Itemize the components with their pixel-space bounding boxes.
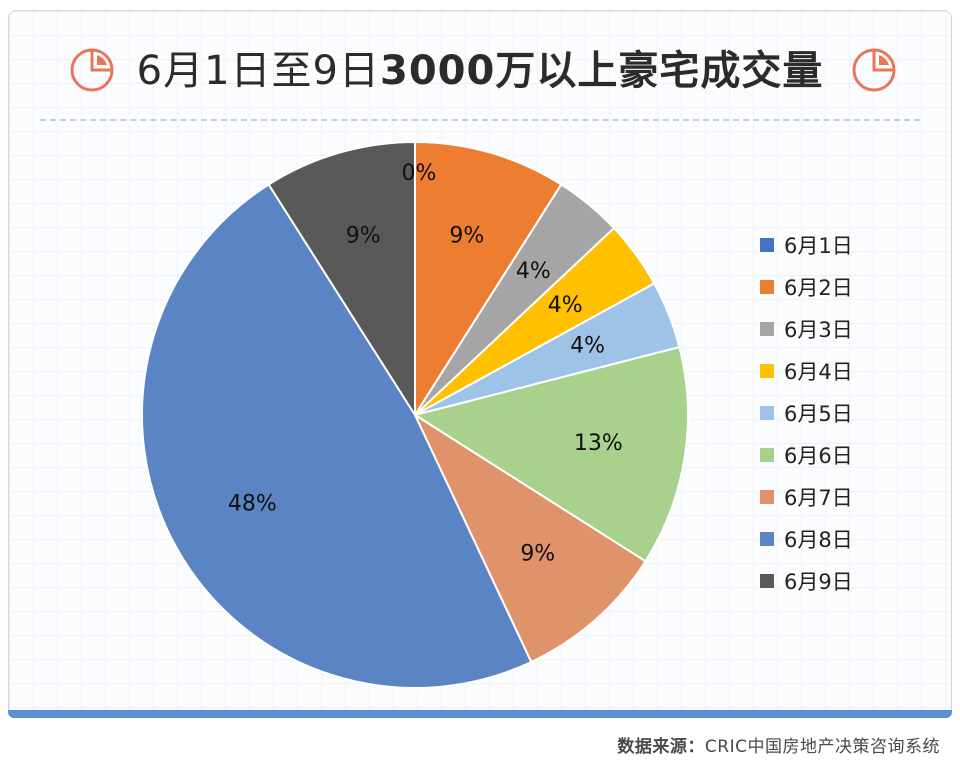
legend-swatch: [760, 532, 774, 546]
legend-item: 6月2日: [760, 266, 853, 308]
legend-swatch: [760, 406, 774, 420]
legend-item: 6月9日: [760, 560, 853, 602]
pie-label-1: 0%: [402, 161, 437, 186]
legend-item: 6月4日: [760, 350, 853, 392]
legend-label: 6月2日: [784, 276, 853, 300]
legend-label: 6月9日: [784, 570, 853, 594]
legend-item: 6月6日: [760, 434, 853, 476]
pie-chart-icon: [70, 48, 114, 92]
legend-label: 6月6日: [784, 444, 853, 468]
legend-swatch: [760, 574, 774, 588]
pie-slice-2: [414, 140, 563, 419]
card-bottom-bar: [8, 710, 952, 718]
legend-label: 6月7日: [784, 486, 853, 510]
legend-label: 6月5日: [784, 402, 853, 426]
legend-label: 6月4日: [784, 360, 853, 384]
legend-label: 6月8日: [784, 528, 853, 552]
legend-item: 6月5日: [760, 392, 853, 434]
pie-chart-icon: [852, 48, 896, 92]
pie-label-6: 13%: [574, 431, 623, 456]
source-text: CRIC中国房地产决策咨询系统: [704, 737, 940, 757]
legend-item: 6月8日: [760, 518, 853, 560]
pie-slice-8: [140, 183, 533, 689]
legend: 6月1日 6月2日 6月3日 6月4日 6月5日 6月6日 6月7日 6月8日 6月9日: [760, 224, 853, 602]
title-row: 6月1日至9日3000万以上豪宅成交量: [0, 36, 960, 106]
pie-slices: [140, 140, 689, 689]
pie-label-9: 9%: [346, 224, 381, 249]
pie-slice-6: [412, 345, 689, 563]
legend-swatch: [760, 280, 774, 294]
title-light: 6月1日至9日: [136, 48, 381, 94]
source-note: 数据来源：CRIC中国房地产决策咨询系统: [617, 732, 940, 757]
pie-label-8: 48%: [228, 491, 277, 516]
legend-label: 6月3日: [784, 318, 853, 342]
legend-item: 6月1日: [760, 224, 853, 266]
legend-swatch: [760, 322, 774, 336]
title-divider: [40, 119, 920, 121]
pie-label-4: 4%: [548, 293, 583, 318]
title-bold: 3000万以上豪宅成交量: [380, 48, 824, 94]
legend-swatch: [760, 490, 774, 504]
chart-title: 6月1日至9日3000万以上豪宅成交量: [137, 36, 824, 106]
pie-label-2: 9%: [449, 224, 484, 249]
legend-item: 6月3日: [760, 308, 853, 350]
pie-label-5: 4%: [570, 334, 605, 359]
pie-slice-9: [267, 140, 416, 419]
legend-item: 6月7日: [760, 476, 853, 518]
pie-data-labels: 0% 9% 4% 4% 4% 13% 9% 48% 9%: [228, 161, 623, 566]
legend-label: 6月1日: [784, 234, 853, 258]
pie-label-7: 9%: [520, 541, 555, 566]
pie-label-3: 4%: [516, 259, 551, 284]
source-label: 数据来源：: [617, 737, 705, 757]
pie-slice-7: [412, 412, 647, 664]
legend-swatch: [760, 238, 774, 252]
legend-swatch: [760, 364, 774, 378]
legend-swatch: [760, 448, 774, 462]
